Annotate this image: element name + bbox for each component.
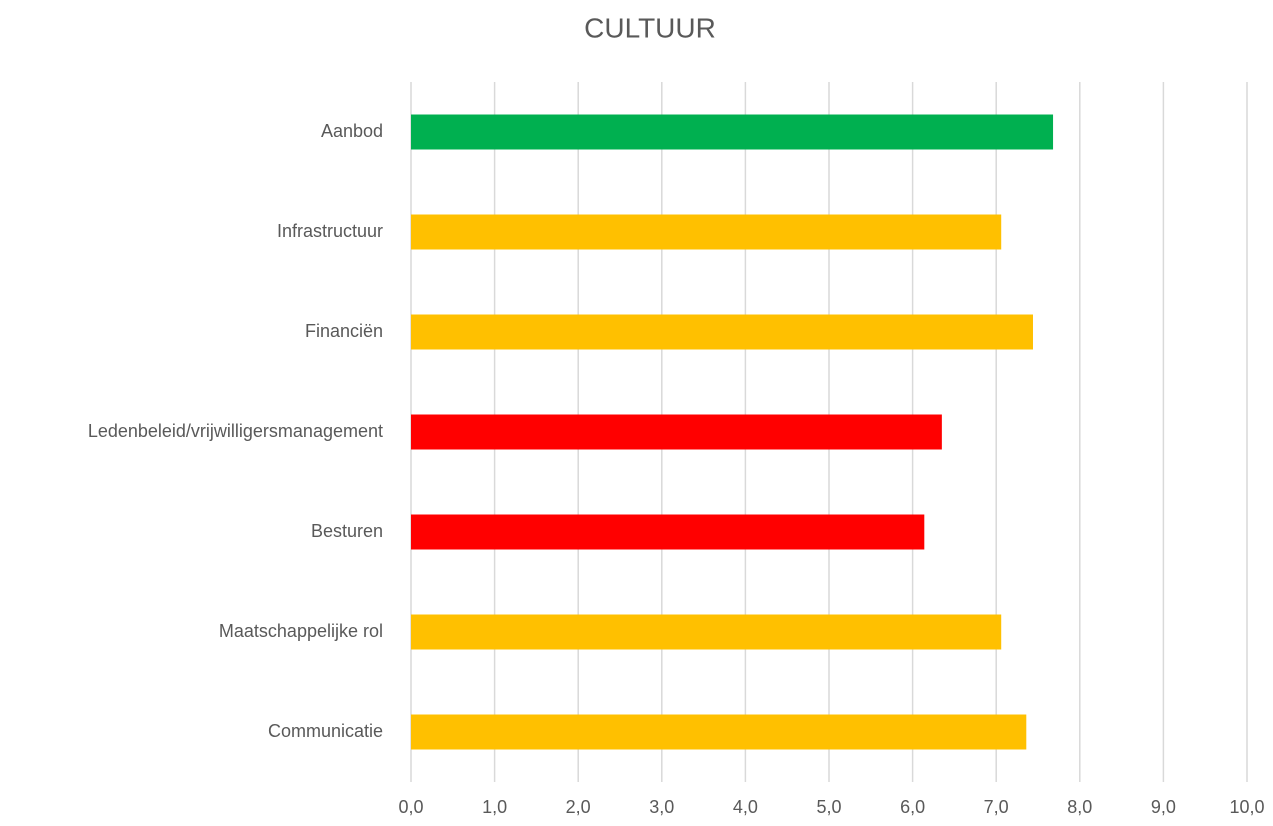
x-tick-label: 10,0: [1229, 797, 1264, 817]
x-tick-label: 0,0: [398, 797, 423, 817]
x-tick-label: 7,0: [984, 797, 1009, 817]
chart-title: CULTUUR: [584, 12, 716, 43]
y-tick-label: Ledenbeleid/vrijwilligersmanagement: [88, 421, 383, 441]
y-tick-label: Financiën: [305, 321, 383, 341]
x-tick-label: 5,0: [816, 797, 841, 817]
x-tick-label: 2,0: [566, 797, 591, 817]
bar: [411, 214, 1002, 250]
bar: [411, 414, 942, 450]
bar: [411, 114, 1054, 150]
x-tick-label: 1,0: [482, 797, 507, 817]
y-tick-label: Aanbod: [321, 121, 383, 141]
bar: [411, 514, 925, 550]
x-tick-label: 4,0: [733, 797, 758, 817]
y-tick-label: Maatschappelijke rol: [219, 621, 383, 641]
x-tick-label: 3,0: [649, 797, 674, 817]
bar: [411, 314, 1033, 350]
x-tick-label: 8,0: [1067, 797, 1092, 817]
y-tick-label: Infrastructuur: [277, 221, 383, 241]
y-tick-label: Communicatie: [268, 721, 383, 741]
x-tick-label: 6,0: [900, 797, 925, 817]
bar: [411, 614, 1002, 650]
bar: [411, 714, 1027, 750]
y-tick-label: Besturen: [311, 521, 383, 541]
x-tick-label: 9,0: [1151, 797, 1176, 817]
